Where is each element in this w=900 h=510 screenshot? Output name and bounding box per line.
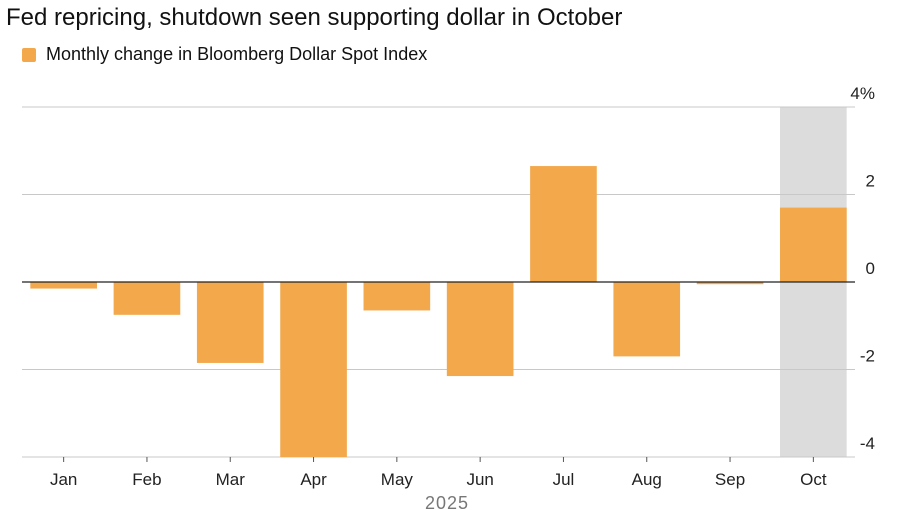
y-tick-label: -2 [860,347,875,366]
bar-mar [196,282,264,363]
bar-may [363,282,431,311]
bar-oct [780,207,847,282]
y-tick-label: -4 [860,434,875,453]
x-tick-label: Oct [800,470,827,489]
y-tick-label: 0 [866,259,875,278]
bar-sep [696,282,764,285]
legend: Monthly change in Bloomberg Dollar Spot … [22,44,427,65]
chart-title: Fed repricing, shutdown seen supporting … [6,4,623,31]
legend-label: Monthly change in Bloomberg Dollar Spot … [46,44,428,64]
y-tick-label: 4% [850,84,875,103]
bar-aug [613,282,681,357]
x-tick-label: Feb [132,470,161,489]
x-tick-label: Jun [466,470,493,489]
legend-swatch [22,47,36,62]
bar-jul [530,166,597,282]
x-tick-label: Mar [216,470,246,489]
bar-jun [446,282,514,377]
x-tick-label: Jul [553,470,575,489]
x-tick-label: Jan [50,470,77,489]
x-tick-label: Sep [715,470,745,489]
bar-jan [30,282,97,289]
y-tick-label: 2 [866,172,875,191]
x-tick-label: Aug [632,470,662,489]
x-tick-label: May [381,470,414,489]
x-axis-label: 2025 [425,493,469,510]
x-tick-label: Apr [300,470,327,489]
bar-feb [113,282,181,315]
bar-apr [280,282,347,457]
